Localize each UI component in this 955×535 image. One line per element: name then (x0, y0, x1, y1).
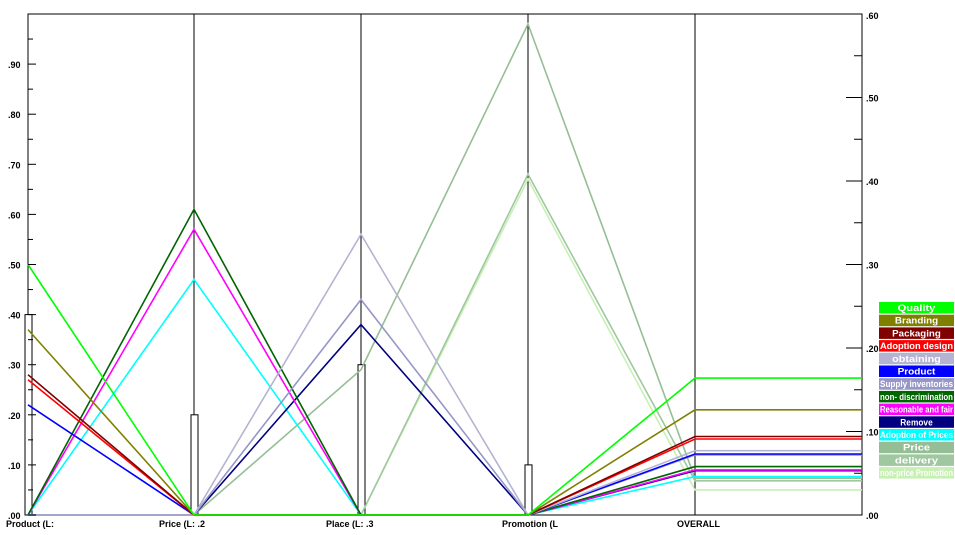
legend-label-packaging: Packaging (892, 328, 941, 338)
series-line-adoption-design (27, 379, 862, 516)
left-tick-label: .10 (8, 461, 21, 471)
left-axis: .00 .10 .20 .30 .40 .50 .60 .70 .80 .90 (8, 38, 36, 521)
legend-label-delivery: delivery (895, 455, 938, 465)
legend-swatch-obtaining (879, 352, 954, 365)
legend-swatch-branding (879, 314, 954, 327)
legend-swatch-adoption-of-prices (879, 429, 954, 441)
right-tick-label: .50 (866, 94, 879, 104)
legend-swatch-price (879, 441, 954, 454)
series-line-quality (27, 264, 862, 516)
legend-label-reasonable-and-fair: Reasonable and fair (880, 405, 953, 415)
left-tick-label: .70 (8, 160, 21, 170)
left-tick-label: .80 (8, 110, 21, 120)
legend-label-obtaining: obtaining (892, 354, 941, 364)
weight-bar-4 (524, 464, 533, 516)
right-tick-label: .10 (866, 428, 879, 438)
left-tick-label: .30 (8, 361, 21, 371)
criteria-weight-bars (24, 314, 533, 516)
series-line-non-price-promotion (28, 177, 862, 516)
left-tick-label: .20 (8, 411, 21, 421)
category-label-3: Place (L: .3 (326, 519, 374, 529)
legend-label-remove: Remove (900, 417, 932, 427)
series-lines (27, 21, 862, 516)
series-line-packaging (27, 374, 862, 516)
series-line-reasonable-and-fair (27, 227, 862, 516)
right-tick-label: .20 (866, 344, 879, 354)
legend-swatch-supply-inventories (879, 378, 954, 390)
category-label-5: OVERALL (677, 519, 721, 529)
left-tick-label: .40 (8, 311, 21, 321)
legend-label-quality: Quality (898, 303, 936, 313)
category-label-2: Price (L: .2 (159, 519, 205, 529)
left-tick-label: .50 (8, 261, 21, 271)
legend-label-supply-inventories: Supply inventories (880, 379, 953, 389)
right-axis: .00 .10 .20 .30 .40 .50 .60 (846, 11, 879, 521)
legend-label-non-discrimination: non- discrimination (880, 392, 953, 402)
left-tick-label: .90 (8, 60, 21, 70)
right-tick-label: .00 (866, 511, 879, 521)
legend-swatch-product (879, 365, 954, 377)
series-line-delivery (28, 172, 862, 516)
legend-label-non-price-promotion: non-price Promotion (880, 468, 953, 478)
legend-swatch-packaging (879, 327, 954, 339)
legend-swatch-reasonable-and-fair (879, 403, 954, 416)
legend-label-branding: Branding (895, 316, 938, 326)
category-labels: Product (L: Price (L: .2 Place (L: .3 Promo… (6, 519, 721, 529)
series-line-price (28, 21, 862, 516)
legend-label-adoption-of-prices: Adoption of Prices (880, 430, 953, 440)
left-tick-label: .00 (8, 511, 21, 521)
legend-swatch-remove (879, 416, 954, 428)
right-tick-label: .40 (866, 177, 879, 187)
legend-swatch-adoption-design (879, 340, 954, 352)
series-line-obtaining (28, 232, 862, 516)
category-label-4: Promotion (L (502, 519, 558, 529)
legend-label-product: Product (898, 367, 936, 377)
legend-label-price: Price (903, 443, 930, 453)
weight-bar-3 (357, 364, 366, 516)
series-line-remove (28, 323, 862, 516)
legend-swatch-quality (879, 302, 954, 314)
legend-swatch-non-price-promotion (879, 467, 954, 479)
plot-frame (27, 13, 863, 516)
category-label-1: Product (L: (6, 519, 54, 529)
legend-swatch-non-discrimination (879, 390, 954, 403)
legend-swatch-delivery (879, 454, 954, 466)
legend-label-adoption-design: Adoption design (880, 341, 953, 351)
right-tick-label: .30 (866, 261, 879, 271)
left-tick-label: .60 (8, 210, 21, 220)
legend: Quality Branding Packaging Adoption design o… (879, 302, 954, 479)
weight-bar-2 (190, 414, 199, 516)
right-tick-label: .60 (866, 11, 879, 21)
